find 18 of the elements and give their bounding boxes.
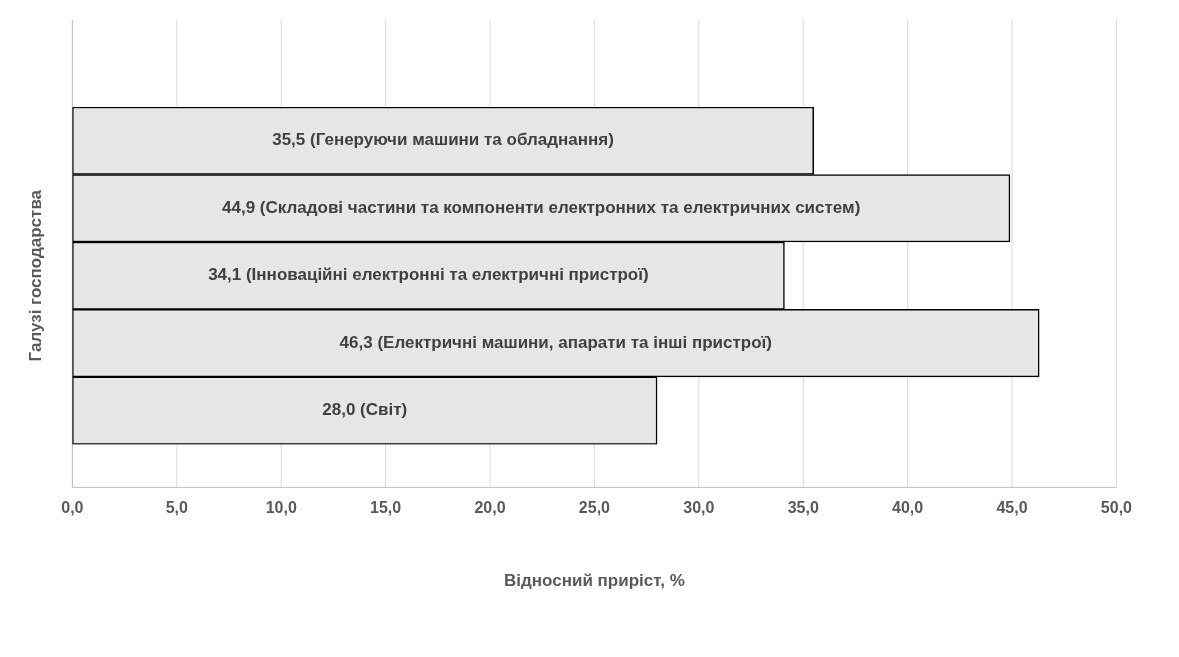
x-tick-label: 20,0	[474, 499, 506, 517]
x-tick-label: 30,0	[683, 499, 715, 517]
y-axis-title: Галузі господарства	[25, 189, 45, 362]
x-tick-label: 15,0	[370, 499, 402, 517]
x-tick-label: 50,0	[1100, 499, 1133, 517]
x-axis-title: Відносний приріст, %	[503, 571, 685, 591]
data-label: 34,1 (Інноваційні електронні та електричні пристрої)	[208, 265, 649, 285]
data-label: 35,5 (Генеруючи машини та обладнання)	[272, 130, 614, 150]
x-tick-label: 40,0	[892, 499, 924, 517]
x-tick-label: 25,0	[578, 499, 611, 517]
data-label: 44,9 (Складові частини та компоненти електронних та електричних систем)	[222, 197, 861, 217]
x-tick-label: 0,0	[61, 499, 84, 517]
x-tick-label: 45,0	[996, 499, 1028, 517]
data-label: 28,0 (Світ)	[322, 400, 408, 420]
x-tick-label: 10,0	[265, 499, 297, 517]
data-label: 46,3 (Електричні машини, апарати та інші пристрої)	[339, 332, 772, 352]
x-tick-label: 5,0	[165, 499, 189, 517]
x-tick-label: 35,0	[787, 499, 819, 517]
